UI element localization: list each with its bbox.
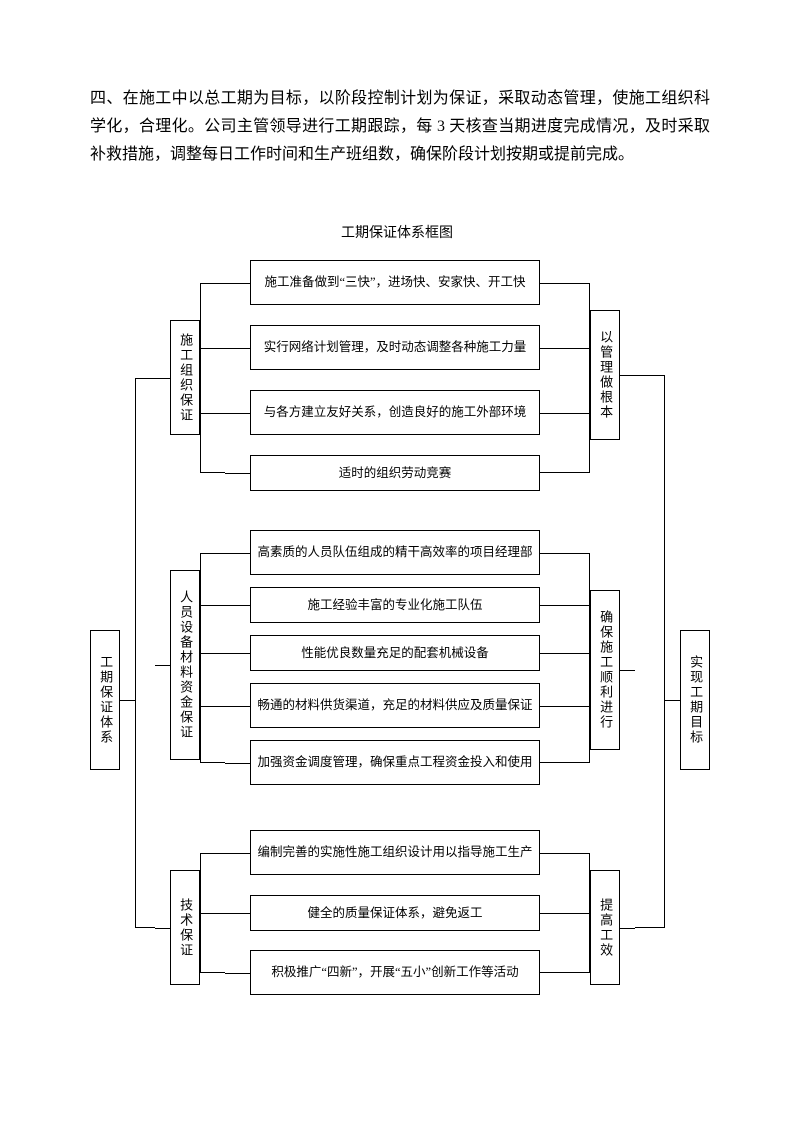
group-right-1: 确保施工顺利进行 bbox=[590, 590, 620, 750]
item-lconn2-0-2 bbox=[200, 413, 225, 414]
item-lconn-2-1 bbox=[225, 913, 250, 914]
group-label-1: 人员设备材料资金保证 bbox=[170, 570, 200, 760]
group-label-2: 技术保证 bbox=[170, 870, 200, 985]
stub-left-1 bbox=[155, 665, 170, 666]
item-lconn-0-2 bbox=[225, 413, 250, 414]
item-bracket-left-0 bbox=[200, 283, 225, 474]
item-0-0: 施工准备做到“三快”，进场快、安家快、开工快 bbox=[250, 260, 540, 305]
group-label-0: 施工组织保证 bbox=[170, 320, 200, 435]
item-2-1: 健全的质量保证体系，避免返工 bbox=[250, 895, 540, 931]
final-node: 实现工期目标 bbox=[680, 630, 710, 770]
root-node: 工期保证体系 bbox=[90, 630, 120, 770]
flowchart-diagram: 工期保证体系 实现工期目标 施工组织保证 以管理做根本 施工准备做到“三快”，进场快、安… bbox=[90, 260, 710, 1080]
item-1-4: 加强资金调度管理，确保重点工程资金投入和使用 bbox=[250, 740, 540, 785]
item-0-2: 与各方建立友好关系，创造良好的施工外部环境 bbox=[250, 390, 540, 435]
item-lconn-1-3 bbox=[225, 706, 250, 707]
item-lconn-2-2 bbox=[225, 973, 250, 974]
final-bracket bbox=[635, 375, 665, 928]
item-bracket-right-1 bbox=[540, 553, 590, 763]
item-lconn2-1-3 bbox=[200, 706, 225, 707]
group-right-2: 提高工效 bbox=[590, 870, 620, 985]
item-rconn2-1-3 bbox=[540, 706, 590, 707]
item-bracket-right-0 bbox=[540, 283, 590, 474]
intro-text: 四、在施工中以总工期为目标，以阶段控制计划为保证，采取动态管理，使施工组织科学化… bbox=[90, 90, 710, 163]
item-lconn2-1-1 bbox=[200, 605, 225, 606]
item-2-2: 积极推广“四新”，开展“五小”创新工作等活动 bbox=[250, 950, 540, 995]
item-lconn-2-0 bbox=[225, 853, 250, 854]
final-connector bbox=[665, 700, 680, 701]
stub-right-2 bbox=[620, 928, 635, 929]
item-lconn2-0-1 bbox=[200, 348, 225, 349]
stub-right-1 bbox=[620, 670, 635, 671]
intro-paragraph: 四、在施工中以总工期为目标，以阶段控制计划为保证，采取动态管理，使施工组织科学化… bbox=[90, 85, 710, 169]
item-1-0: 高素质的人员队伍组成的精干高效率的项目经理部 bbox=[250, 530, 540, 575]
item-lconn-1-2 bbox=[225, 653, 250, 654]
item-rconn2-1-1 bbox=[540, 605, 590, 606]
item-bracket-left-1 bbox=[200, 553, 225, 763]
item-2-0: 编制完善的实施性施工组织设计用以指导施工生产 bbox=[250, 830, 540, 875]
item-0-1: 实行网络计划管理，及时动态调整各种施工力量 bbox=[250, 325, 540, 370]
item-lconn-0-3 bbox=[225, 473, 250, 474]
item-lconn-1-0 bbox=[225, 553, 250, 554]
stub-right-0 bbox=[620, 375, 635, 376]
item-0-3: 适时的组织劳动竞赛 bbox=[250, 455, 540, 491]
item-lconn-1-4 bbox=[225, 763, 250, 764]
item-lconn-0-1 bbox=[225, 348, 250, 349]
diagram-title: 工期保证体系框图 bbox=[0, 222, 794, 242]
root-bracket bbox=[135, 378, 155, 928]
item-lconn2-2-1 bbox=[200, 913, 225, 914]
item-1-2: 性能优良数量充足的配套机械设备 bbox=[250, 635, 540, 671]
item-lconn-0-0 bbox=[225, 283, 250, 284]
item-rconn2-0-2 bbox=[540, 413, 590, 414]
item-1-1: 施工经验丰富的专业化施工队伍 bbox=[250, 587, 540, 623]
item-rconn2-0-1 bbox=[540, 348, 590, 349]
item-rconn2-1-2 bbox=[540, 653, 590, 654]
item-rconn2-2-1 bbox=[540, 913, 590, 914]
group-right-0: 以管理做根本 bbox=[590, 310, 620, 440]
item-1-3: 畅通的材料供货渠道，充足的材料供应及质量保证 bbox=[250, 683, 540, 728]
stub-left-2 bbox=[155, 928, 170, 929]
root-connector bbox=[120, 700, 135, 701]
stub-left-0 bbox=[155, 378, 170, 379]
item-lconn2-1-2 bbox=[200, 653, 225, 654]
item-lconn-1-1 bbox=[225, 605, 250, 606]
